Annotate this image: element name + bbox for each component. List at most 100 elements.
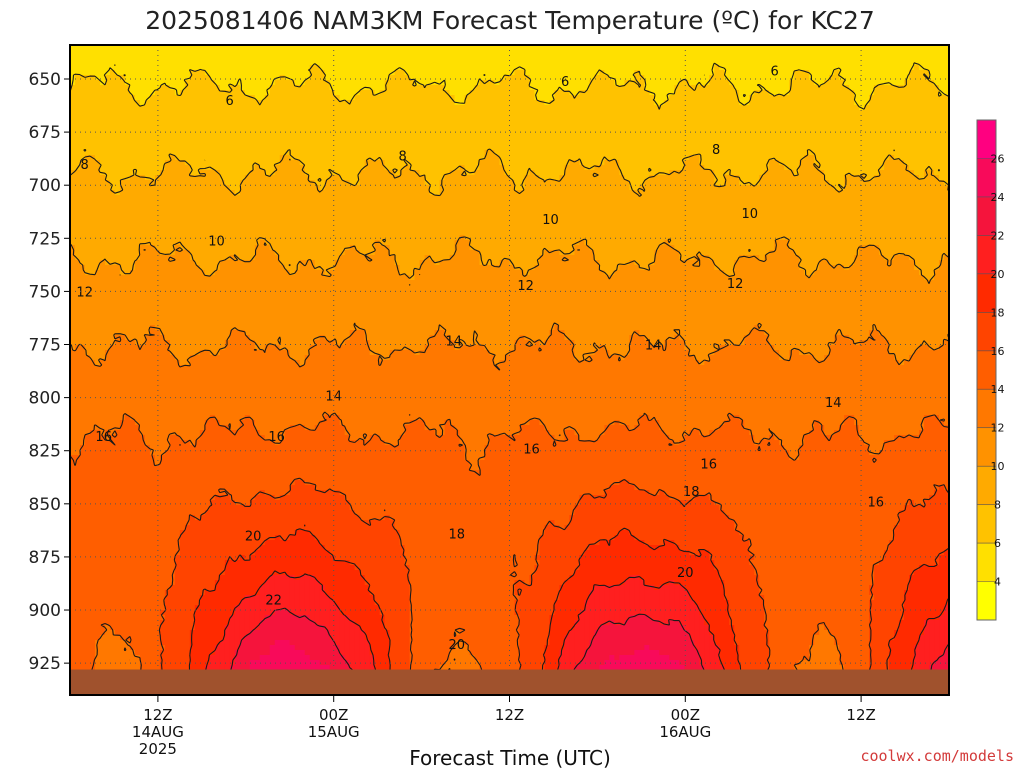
temperature-cell bbox=[584, 80, 590, 86]
temperature-cell bbox=[404, 140, 411, 146]
temperature-cell bbox=[224, 120, 231, 126]
temperature-cell bbox=[229, 185, 236, 191]
temperature-cell bbox=[719, 95, 725, 101]
temperature-cell bbox=[829, 95, 835, 101]
temperature-cell bbox=[79, 175, 86, 181]
temperature-cell bbox=[249, 105, 256, 111]
temperature-cell bbox=[884, 145, 890, 151]
temperature-cell bbox=[74, 115, 81, 121]
temperature-cell bbox=[94, 100, 101, 106]
temperature-cell bbox=[769, 95, 775, 101]
temperature-cell bbox=[79, 145, 86, 151]
temperature-cell bbox=[904, 85, 910, 91]
temperature-cell bbox=[269, 175, 276, 181]
temperature-cell bbox=[629, 175, 635, 181]
temperature-cell bbox=[449, 65, 456, 71]
temperature-cell bbox=[869, 50, 875, 56]
temperature-cell bbox=[574, 170, 581, 176]
temperature-cell bbox=[249, 55, 256, 61]
temperature-cell bbox=[114, 50, 121, 56]
temperature-cell bbox=[469, 150, 476, 156]
temperature-cell bbox=[709, 110, 715, 116]
temperature-cell bbox=[944, 130, 949, 136]
temperature-cell bbox=[184, 185, 191, 191]
temperature-cell bbox=[159, 80, 166, 86]
temperature-cell bbox=[724, 50, 730, 56]
temperature-cell bbox=[334, 55, 341, 61]
temperature-cell bbox=[159, 90, 166, 96]
temperature-cell bbox=[649, 100, 655, 106]
temperature-cell bbox=[889, 180, 895, 186]
temperature-cell bbox=[574, 135, 581, 141]
temperature-cell bbox=[539, 90, 546, 96]
temperature-cell bbox=[664, 130, 670, 136]
temperature-cell bbox=[484, 70, 491, 76]
temperature-cell bbox=[419, 70, 426, 76]
temperature-cell bbox=[164, 110, 171, 116]
temperature-cell bbox=[339, 65, 346, 71]
temperature-cell bbox=[824, 90, 830, 96]
temperature-cell bbox=[74, 70, 81, 76]
temperature-cell bbox=[519, 90, 526, 96]
temperature-cell bbox=[459, 60, 466, 66]
temperature-cell bbox=[939, 155, 945, 161]
temperature-cell bbox=[369, 135, 376, 141]
temperature-cell bbox=[389, 140, 396, 146]
temperature-cell bbox=[299, 90, 306, 96]
temperature-cell bbox=[929, 115, 935, 121]
temperature-cell bbox=[484, 100, 491, 106]
temperature-cell bbox=[704, 105, 710, 111]
temperature-cell bbox=[484, 135, 491, 141]
temperature-cell bbox=[114, 145, 121, 151]
temperature-cell bbox=[159, 135, 166, 141]
temperature-cell bbox=[899, 175, 905, 181]
temperature-cell bbox=[154, 50, 161, 56]
temperature-cell bbox=[864, 45, 870, 51]
temperature-cell bbox=[234, 170, 241, 176]
temperature-cell bbox=[144, 70, 151, 76]
temperature-cell bbox=[619, 50, 625, 56]
temperature-cell bbox=[494, 85, 501, 91]
temperature-cell bbox=[944, 160, 949, 166]
temperature-cell bbox=[329, 70, 336, 76]
temperature-cell bbox=[584, 140, 590, 146]
temperature-cell bbox=[264, 155, 271, 161]
temperature-cell bbox=[884, 65, 890, 71]
temperature-cell bbox=[109, 55, 116, 61]
temperature-cell bbox=[349, 45, 356, 51]
temperature-cell bbox=[844, 55, 850, 61]
temperature-cell bbox=[144, 140, 151, 146]
temperature-cell bbox=[589, 120, 595, 126]
temperature-cell bbox=[104, 105, 111, 111]
temperature-cell bbox=[74, 160, 81, 166]
temperature-cell bbox=[419, 85, 426, 91]
temperature-cell bbox=[794, 70, 800, 76]
temperature-cell bbox=[219, 130, 226, 136]
temperature-cell bbox=[344, 175, 351, 181]
temperature-cell bbox=[539, 75, 546, 81]
temperature-cell bbox=[624, 110, 630, 116]
temperature-cell bbox=[769, 145, 775, 151]
temperature-cell bbox=[79, 150, 86, 156]
temperature-cell bbox=[469, 155, 476, 161]
temperature-cell bbox=[669, 80, 675, 86]
temperature-cell bbox=[549, 50, 556, 56]
temperature-cell bbox=[184, 155, 191, 161]
temperature-cell bbox=[819, 135, 825, 141]
temperature-cell bbox=[414, 75, 421, 81]
temperature-cell bbox=[284, 70, 291, 76]
temperature-cell bbox=[439, 145, 446, 151]
temperature-cell bbox=[319, 75, 326, 81]
temperature-cell bbox=[729, 90, 735, 96]
temperature-cell bbox=[624, 85, 630, 91]
temperature-cell bbox=[794, 145, 800, 151]
temperature-cell bbox=[669, 90, 675, 96]
temperature-cell bbox=[689, 130, 695, 136]
temperature-cell bbox=[699, 175, 705, 181]
temperature-cell bbox=[939, 130, 945, 136]
temperature-cell bbox=[939, 80, 945, 86]
temperature-cell bbox=[259, 180, 266, 186]
temperature-cell bbox=[324, 165, 331, 171]
temperature-cell bbox=[179, 175, 186, 181]
temperature-cell bbox=[734, 180, 740, 186]
